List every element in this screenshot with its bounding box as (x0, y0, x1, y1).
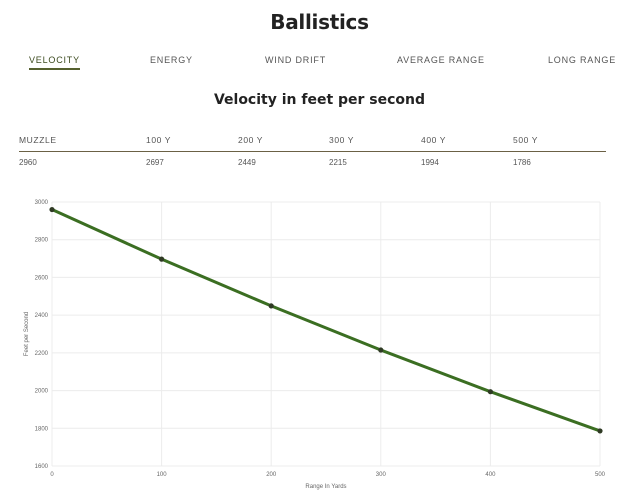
velocity-line-chart: 1600 1800 2000 2200 2400 2600 2800 3000 0 100 200 3… (24, 200, 606, 490)
chart-grid (51, 201, 601, 467)
table-cell: 1994 (421, 158, 439, 167)
x-tick-label: 400 (485, 472, 496, 478)
chart-ticks: 1600 1800 2000 2200 2400 2600 2800 3000 0 100 200 3… (35, 200, 606, 478)
table-header-cell: 100 Y (146, 135, 172, 145)
x-tick-label: 200 (266, 472, 277, 478)
y-tick-label: 2200 (35, 351, 49, 357)
table-row: 2960 2697 2449 2215 1994 1786 (19, 152, 606, 174)
active-tab-underline (29, 68, 80, 70)
tab-wind-drift[interactable]: WIND DRIFT (265, 55, 326, 65)
chart-subtitle: Velocity in feet per second (213, 92, 426, 108)
y-tick-label: 2800 (35, 238, 49, 244)
tab-long-range-label: LONG RANGE (548, 55, 617, 65)
y-tick-label: 2000 (35, 389, 49, 395)
tab-average-range[interactable]: AVERAGE RANGE (397, 55, 485, 65)
y-tick-label: 1600 (35, 464, 49, 470)
data-point (597, 428, 603, 434)
tab-long-range[interactable]: LONG RANGE (548, 55, 616, 65)
tab-average-range-label: AVERAGE RANGE (397, 55, 485, 65)
data-point (378, 347, 384, 353)
velocity-table: MUZZLE 100 Y 200 Y 300 Y 400 Y 500 Y 296… (19, 132, 606, 174)
data-point (487, 389, 493, 395)
table-header-cell: 500 Y (513, 135, 539, 145)
tab-wind-drift-label: WIND DRIFT (265, 55, 326, 65)
data-point (49, 206, 55, 213)
y-tick-label: 2600 (35, 275, 49, 281)
x-tick-label: 300 (376, 472, 387, 478)
tab-energy[interactable]: ENERGY (150, 55, 193, 65)
table-cell: 2449 (238, 158, 256, 167)
y-axis-label: Feet per Second (24, 312, 30, 356)
data-points (49, 206, 603, 434)
x-tick-label: 500 (595, 472, 606, 478)
velocity-series-line (50, 208, 602, 433)
y-tick-label: 1800 (35, 426, 49, 432)
data-point (268, 303, 274, 309)
table-header-cell: MUZZLE (19, 135, 57, 145)
table-header-cell: 400 Y (421, 135, 447, 145)
tab-velocity-label: VELOCITY (29, 55, 80, 65)
data-point (159, 256, 165, 262)
ballistics-tabs: VELOCITY ENERGY WIND DRIFT AVERAGE RANGE… (0, 52, 639, 72)
x-axis-label: Range In Yards (305, 484, 346, 490)
x-tick-label: 0 (50, 472, 54, 478)
page-title: Ballistics (270, 10, 369, 34)
x-tick-label: 100 (157, 472, 168, 478)
table-cell: 2960 (19, 158, 37, 167)
table-cell: 2215 (329, 158, 347, 167)
table-header-cell: 300 Y (329, 135, 355, 145)
table-cell: 1786 (513, 158, 531, 167)
tab-energy-label: ENERGY (150, 55, 193, 65)
tab-velocity[interactable]: VELOCITY (29, 55, 80, 70)
table-header-cell: 200 Y (238, 135, 264, 145)
y-tick-label: 3000 (35, 200, 49, 206)
table-cell: 2697 (146, 158, 164, 167)
table-header-row: MUZZLE 100 Y 200 Y 300 Y 400 Y 500 Y (19, 132, 606, 152)
y-tick-label: 2400 (35, 313, 49, 319)
